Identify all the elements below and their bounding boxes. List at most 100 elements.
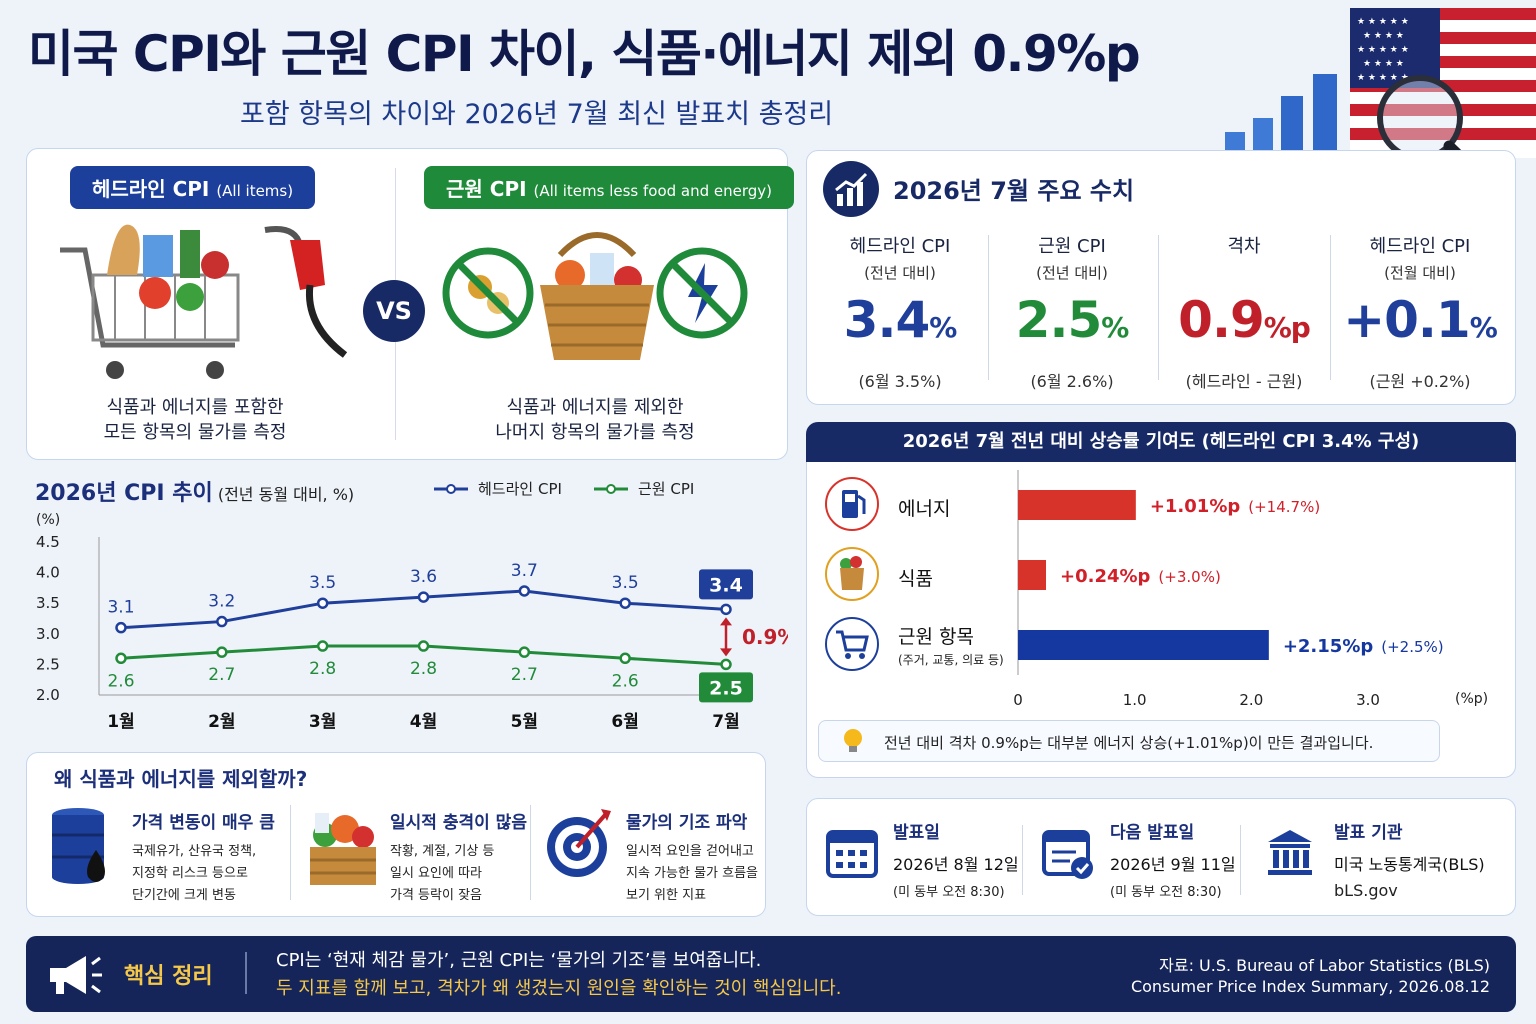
key-figure-sub bbox=[1159, 262, 1329, 284]
gap-annotation: 0.9%p bbox=[742, 625, 788, 649]
contrib-bar bbox=[1018, 560, 1046, 590]
key-figure-unit: % bbox=[1101, 311, 1129, 344]
contrib-row-label: 근원 항목 (주거, 교통, 의료 등) bbox=[898, 622, 1004, 668]
data-label: 3.6 bbox=[410, 567, 437, 587]
data-point bbox=[216, 646, 228, 658]
x-tick-label: 3월 bbox=[309, 712, 336, 732]
data-point bbox=[720, 658, 732, 671]
headline-cpi-pill: 헤드라인 CPI (All items) bbox=[70, 166, 316, 209]
y-tick-label: 4.5 bbox=[36, 533, 60, 551]
data-point bbox=[417, 640, 430, 652]
data-label: 2.7 bbox=[208, 665, 235, 685]
key-divider-1 bbox=[988, 235, 989, 380]
headline-description-line1: 식품과 에너지를 포함한 bbox=[106, 397, 284, 418]
data-label: 3.1 bbox=[107, 598, 134, 618]
contrib-bar bbox=[1018, 630, 1269, 660]
legend-label: 헤드라인 CPI bbox=[478, 480, 562, 498]
release-item-note: bLS.gov bbox=[1334, 881, 1398, 900]
key-figure-sub: (전년 대비) bbox=[1036, 264, 1108, 282]
data-label: 2.8 bbox=[410, 659, 437, 679]
why-item-title: 물가의 기조 파악 bbox=[626, 813, 748, 833]
contrib-tick-label: 1.0 bbox=[1123, 691, 1147, 709]
svg-text:★ ★ ★ ★: ★ ★ ★ ★ bbox=[1363, 59, 1404, 69]
contrib-row-title: 식품 bbox=[898, 568, 933, 590]
why-item-line: 일시적 요인을 걷어내고 bbox=[626, 844, 754, 859]
page-subtitle: 포함 항목의 차이와 2026년 7월 최신 발표치 총정리 bbox=[240, 99, 834, 130]
key-figure: 헤드라인 CPI (전년 대비) 3.4% (6월 3.5%) bbox=[815, 232, 985, 392]
key-figure-label: 헤드라인 CPI bbox=[849, 236, 951, 257]
data-point bbox=[316, 640, 329, 652]
contrib-value-text: +1.01%p bbox=[1150, 496, 1241, 517]
growth-chart-icon bbox=[823, 161, 879, 217]
contrib-value: +2.15%p (+2.5%) bbox=[1283, 636, 1444, 657]
data-point bbox=[619, 597, 631, 609]
release-item-note: (미 동부 오전 8:30) bbox=[1110, 885, 1222, 900]
x-tick-label: 4월 bbox=[410, 712, 437, 732]
contribution-bar-chart: 0 1.0 2.0 3.0 (%p) +1.01%p (+14.7%) +0.24%p (+3.… bbox=[1013, 470, 1488, 709]
x-tick-label: 1월 bbox=[107, 712, 134, 732]
why-item: 가격 변동이 매우 큼 국제유가, 산유국 정책, 지정학 리스크 등으로 단기간에 … bbox=[132, 808, 275, 907]
grocery-bag-icon bbox=[825, 547, 879, 601]
data-label: 2.7 bbox=[511, 665, 538, 685]
contrib-axis-unit: (%p) bbox=[1455, 691, 1488, 707]
key-figure-label: 격차 bbox=[1227, 236, 1261, 257]
release-item-value: 미국 노동통계국(BLS) bbox=[1334, 855, 1485, 874]
vs-badge: VS bbox=[363, 280, 425, 342]
key-figure-value: 0.9%p bbox=[1159, 290, 1329, 358]
key-figure-number: 2.5 bbox=[1015, 291, 1103, 349]
produce-crate-icon bbox=[310, 813, 376, 885]
why-item: 물가의 기조 파악 일시적 요인을 걷어내고 지속 가능한 물가 흐름을 보기 위한 … bbox=[626, 808, 758, 907]
data-point bbox=[115, 621, 127, 634]
key-figure-number: 3.4 bbox=[843, 291, 931, 349]
core-cpi-pill-en: (All items less food and energy) bbox=[533, 182, 773, 200]
data-point bbox=[720, 603, 732, 616]
gap-arrow-head-up bbox=[720, 617, 732, 626]
why-panel bbox=[26, 752, 766, 917]
contrib-value-pct: (+14.7%) bbox=[1248, 498, 1320, 516]
release-item: 발표일 2026년 8월 12일 (미 동부 오전 8:30) bbox=[893, 818, 1019, 900]
no-energy-icon bbox=[656, 247, 748, 339]
data-label: 3.5 bbox=[309, 573, 336, 593]
chart-title-sub: (전년 동월 대비, %) bbox=[217, 485, 355, 504]
release-item-value: 2026년 8월 12일 bbox=[893, 855, 1019, 874]
key-figure-value: 2.5% bbox=[987, 290, 1157, 358]
why-item: 일시적 충격이 많음 작황, 계절, 기상 등 일시 요인에 따라 가격 등락이 잦음 bbox=[390, 808, 527, 907]
key-figure: 근원 CPI (전년 대비) 2.5% (6월 2.6%) bbox=[987, 232, 1157, 392]
no-food-icon bbox=[442, 247, 534, 339]
svg-text:★ ★ ★ ★ ★: ★ ★ ★ ★ ★ bbox=[1357, 45, 1409, 55]
legend-marker bbox=[446, 484, 456, 494]
contrib-row-title: 에너지 bbox=[898, 498, 951, 520]
megaphone-icon bbox=[50, 956, 102, 994]
headline-cpi-pill-en: (All items) bbox=[216, 182, 294, 200]
contrib-value-pct: (+3.0%) bbox=[1158, 568, 1220, 586]
key-figure-number: 0.9 bbox=[1178, 291, 1265, 349]
data-point bbox=[518, 585, 531, 597]
data-point bbox=[216, 615, 228, 628]
fuel-pump-icon bbox=[825, 477, 879, 531]
contrib-tick-label: 2.0 bbox=[1239, 691, 1263, 709]
government-building-icon bbox=[1268, 830, 1312, 875]
shopping-cart-icon bbox=[60, 224, 240, 379]
key-figure-value: 3.4% bbox=[815, 290, 985, 358]
bar-chart-image bbox=[1225, 74, 1337, 158]
x-tick-label: 2월 bbox=[208, 712, 235, 732]
contrib-tick-label: 0 bbox=[1013, 691, 1023, 709]
footer-divider bbox=[245, 952, 247, 994]
contrib-value-text: +2.15%p bbox=[1283, 636, 1374, 657]
release-item-label: 다음 발표일 bbox=[1110, 823, 1195, 843]
contrib-tick-label: 3.0 bbox=[1356, 691, 1380, 709]
page-title: 미국 CPI와 근원 CPI 차이, 식품·에너지 제외 0.9%p bbox=[28, 25, 1141, 83]
key-figure-sub: (전월 대비) bbox=[1384, 264, 1456, 282]
data-label: 2.8 bbox=[309, 659, 336, 679]
key-figure-number: +0.1 bbox=[1343, 291, 1470, 349]
x-tick-label: 5월 bbox=[511, 712, 538, 732]
contribution-panel bbox=[806, 422, 1516, 778]
key-figure-note: (6월 2.6%) bbox=[1030, 372, 1114, 391]
release-panel bbox=[806, 798, 1516, 916]
svg-text:★ ★ ★ ★: ★ ★ ★ ★ bbox=[1363, 31, 1404, 41]
calendar-check-icon bbox=[1042, 830, 1093, 879]
key-figure-value: +0.1% bbox=[1335, 290, 1505, 358]
data-label: 3.4 bbox=[709, 574, 743, 596]
why-item-line: 가격 등락이 잦음 bbox=[390, 888, 482, 903]
contribution-note: 전년 대비 격차 0.9%p는 대부분 에너지 상승(+1.01%p)이 만든 … bbox=[884, 734, 1374, 752]
